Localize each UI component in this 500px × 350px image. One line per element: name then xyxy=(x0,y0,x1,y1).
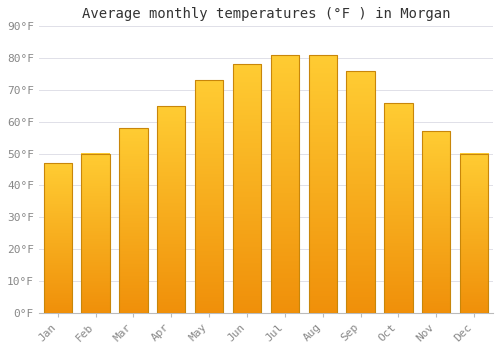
Bar xyxy=(82,154,110,313)
Bar xyxy=(384,103,412,313)
Bar xyxy=(422,131,450,313)
Bar xyxy=(44,163,72,313)
Bar xyxy=(195,80,224,313)
Bar xyxy=(119,128,148,313)
Bar xyxy=(233,64,261,313)
Title: Average monthly temperatures (°F ) in Morgan: Average monthly temperatures (°F ) in Mo… xyxy=(82,7,450,21)
Bar xyxy=(460,154,488,313)
Bar xyxy=(157,106,186,313)
Bar xyxy=(308,55,337,313)
Bar xyxy=(346,71,375,313)
Bar xyxy=(270,55,299,313)
